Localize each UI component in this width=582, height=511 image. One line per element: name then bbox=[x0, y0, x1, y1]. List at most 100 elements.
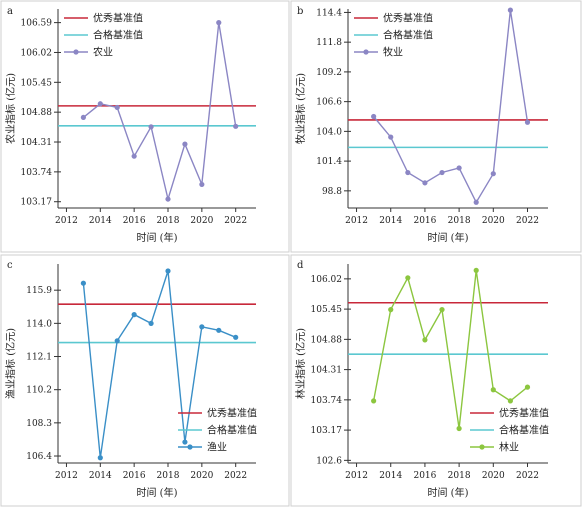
data-point bbox=[490, 171, 496, 177]
y-tick-label: 104.88 bbox=[21, 108, 53, 118]
y-tick-label: 111.8 bbox=[316, 38, 342, 48]
data-point bbox=[165, 268, 171, 274]
y-tick-label: 114.4 bbox=[316, 8, 342, 18]
x-tick-label: 2022 bbox=[516, 216, 539, 226]
panel-label: d bbox=[297, 260, 304, 271]
legend-label: 渔业 bbox=[207, 442, 227, 454]
x-tick-label: 2018 bbox=[448, 471, 471, 481]
x-tick-label: 2016 bbox=[123, 216, 146, 226]
y-tick-label: 109.2 bbox=[316, 68, 342, 78]
y-tick-label: 105.45 bbox=[21, 78, 53, 88]
series-line bbox=[82, 270, 236, 458]
panel-label: b bbox=[297, 6, 303, 17]
panel-frame bbox=[0, 254, 290, 507]
data-point bbox=[148, 124, 154, 130]
legend-marker bbox=[479, 444, 485, 450]
data-point bbox=[148, 320, 154, 326]
legend-label: 牧业 bbox=[383, 46, 403, 59]
x-tick-label: 2014 bbox=[89, 471, 112, 481]
y-tick-label: 103.74 bbox=[21, 168, 53, 178]
data-point bbox=[439, 307, 445, 313]
x-axis-label: 时间 (年) bbox=[428, 231, 469, 244]
data-point bbox=[405, 275, 411, 281]
y-tick-label: 106.02 bbox=[311, 275, 343, 285]
x-axis-label: 时间 (年) bbox=[428, 486, 469, 499]
legend-marker bbox=[363, 49, 369, 55]
legend-marker bbox=[187, 444, 193, 450]
x-tick-label: 2012 bbox=[55, 471, 78, 481]
x-tick-label: 2022 bbox=[224, 216, 247, 226]
y-tick-label: 115.9 bbox=[26, 286, 52, 296]
x-tick-label: 2014 bbox=[379, 471, 402, 481]
legend-marker bbox=[73, 49, 79, 55]
x-tick-label: 2012 bbox=[345, 216, 368, 226]
x-axis-label: 时间 (年) bbox=[137, 486, 178, 499]
x-tick-label: 2012 bbox=[55, 216, 78, 226]
legend-label: 合格基准值 bbox=[383, 29, 433, 42]
data-point bbox=[131, 312, 137, 318]
x-tick-label: 2014 bbox=[89, 216, 112, 226]
series-line bbox=[372, 270, 528, 429]
legend-label: 优秀基准值 bbox=[383, 12, 433, 25]
data-point bbox=[182, 439, 188, 445]
legend-label: 农业 bbox=[93, 46, 113, 59]
legend-label: 合格基准值 bbox=[93, 29, 143, 42]
y-tick-label: 106.6 bbox=[316, 98, 342, 108]
panel-label: c bbox=[7, 260, 13, 271]
y-tick-label: 103.74 bbox=[311, 396, 343, 406]
data-point bbox=[524, 119, 531, 125]
data-point bbox=[422, 180, 428, 186]
y-tick-label: 103.17 bbox=[311, 426, 343, 436]
data-point bbox=[388, 307, 394, 313]
data-point bbox=[216, 327, 222, 333]
x-tick-label: 2020 bbox=[482, 471, 505, 481]
y-tick-label: 102.6 bbox=[316, 456, 342, 466]
y-tick-label: 98.8 bbox=[322, 187, 342, 197]
y-tick-label: 106.4 bbox=[26, 452, 52, 462]
x-tick-label: 2018 bbox=[157, 216, 180, 226]
x-tick-label: 2018 bbox=[157, 471, 180, 481]
data-point bbox=[199, 324, 205, 330]
y-tick-label: 106.02 bbox=[21, 48, 53, 58]
panel-frame bbox=[290, 254, 582, 507]
y-tick-label: 103.17 bbox=[21, 198, 53, 208]
y-tick-label: 104.31 bbox=[311, 366, 343, 376]
data-point bbox=[233, 334, 239, 340]
data-point bbox=[490, 387, 496, 393]
data-point bbox=[182, 141, 188, 147]
series-line bbox=[373, 9, 529, 204]
y-tick-label: 104.88 bbox=[311, 335, 343, 345]
data-point bbox=[422, 337, 428, 343]
data-point bbox=[456, 425, 462, 432]
y-axis-label: 农业指标 (亿元) bbox=[4, 73, 17, 144]
y-tick-label: 101.4 bbox=[316, 157, 342, 167]
data-point bbox=[473, 199, 479, 205]
legend-label: 林业 bbox=[499, 441, 519, 454]
data-point bbox=[439, 169, 445, 176]
y-tick-label: 114.0 bbox=[26, 319, 52, 329]
y-tick-label: 104.0 bbox=[316, 127, 342, 137]
chart-panel-d: d 102.6 103.17 103.74 104.31 104.88 105.45 106.… bbox=[290, 254, 582, 507]
legend-label: 优秀基准值 bbox=[207, 407, 257, 420]
data-point bbox=[405, 169, 411, 176]
x-tick-label: 2016 bbox=[413, 216, 436, 226]
panel-frame bbox=[0, 0, 290, 253]
legend-label: 合格基准值 bbox=[207, 424, 257, 437]
data-point bbox=[507, 398, 513, 404]
x-tick-label: 2016 bbox=[123, 471, 146, 481]
data-point bbox=[114, 104, 120, 111]
y-tick-label: 106.59 bbox=[21, 19, 53, 29]
x-tick-label: 2014 bbox=[379, 216, 402, 226]
data-point bbox=[371, 398, 377, 404]
series-line bbox=[82, 22, 237, 202]
data-point bbox=[97, 101, 103, 107]
y-tick-label: 112.1 bbox=[26, 353, 52, 363]
data-point bbox=[524, 384, 531, 390]
panel-frame bbox=[290, 0, 582, 253]
x-tick-label: 2020 bbox=[190, 471, 213, 481]
panel-label: a bbox=[7, 6, 13, 17]
